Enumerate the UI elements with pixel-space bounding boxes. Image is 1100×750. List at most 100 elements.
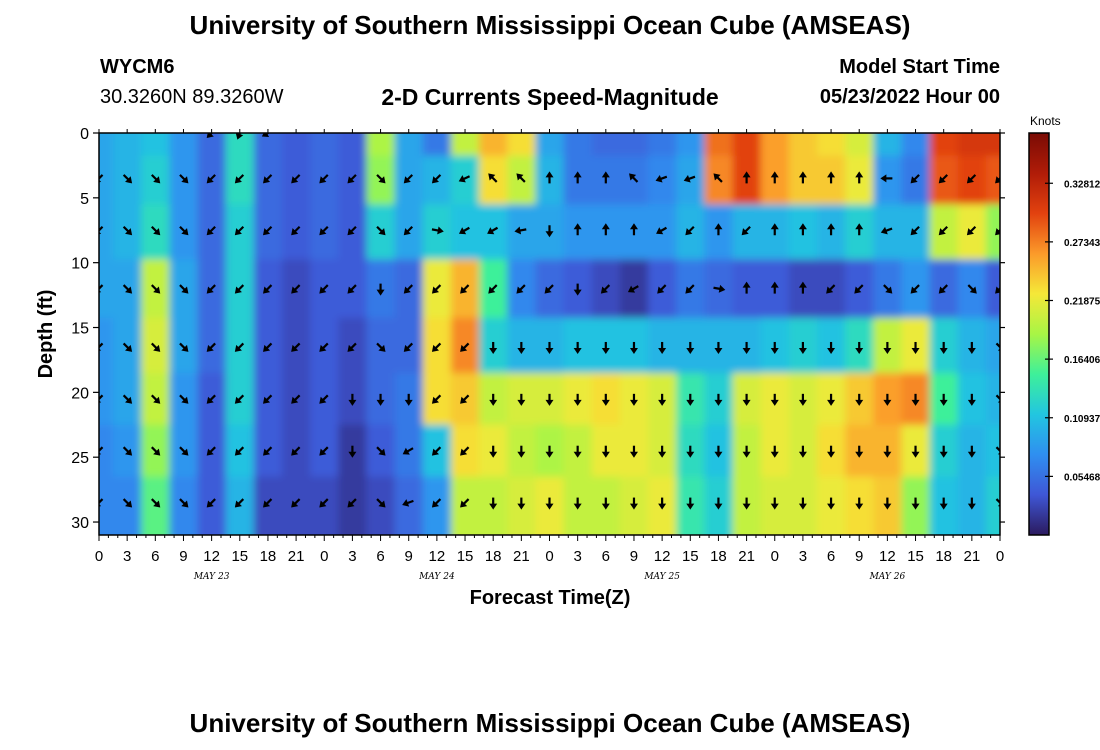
current-arrow	[855, 393, 864, 406]
heatmap-cell	[788, 133, 818, 157]
current-arrow	[376, 446, 386, 456]
current-arrow	[883, 393, 892, 406]
x-tick-label: 6	[376, 548, 384, 565]
current-arrow	[234, 498, 245, 508]
current-arrow	[967, 497, 976, 510]
current-arrow	[995, 174, 1000, 184]
current-arrow	[798, 281, 807, 294]
heatmap-cell	[873, 155, 903, 205]
current-arrow	[122, 446, 133, 456]
current-arrow	[150, 342, 161, 352]
current-arrow	[939, 497, 948, 510]
current-arrow	[714, 445, 723, 458]
current-arrow	[206, 284, 216, 294]
heatmap-cell	[338, 133, 368, 157]
current-arrow	[460, 446, 470, 456]
current-arrow	[911, 497, 920, 510]
current-arrow	[770, 445, 779, 458]
heatmap-cell	[450, 155, 480, 205]
current-arrow	[291, 342, 301, 352]
current-arrow	[206, 225, 216, 236]
heatmap-cell	[760, 133, 790, 157]
current-arrow	[658, 445, 667, 458]
current-arrow	[376, 342, 386, 352]
x-tick-label: 18	[260, 548, 277, 565]
current-arrow	[206, 446, 216, 456]
chart-subtitle: 2-D Currents Speed-Magnitude	[381, 84, 719, 110]
y-axis-label: Depth (ft)	[35, 290, 57, 379]
heatmap-cell	[704, 133, 734, 157]
current-arrow	[319, 284, 329, 294]
heatmap-cell	[394, 476, 424, 535]
current-arrow	[910, 225, 920, 236]
current-arrow	[488, 173, 498, 183]
current-arrow	[629, 341, 638, 354]
current-arrow	[544, 284, 554, 294]
current-arrow	[488, 284, 498, 294]
heatmap-cell	[99, 476, 114, 535]
heatmap-cell	[985, 204, 1000, 261]
heatmap-cell	[99, 372, 114, 426]
current-arrow	[714, 223, 723, 236]
current-arrow	[770, 171, 779, 184]
heatmap-cell	[99, 133, 114, 157]
current-arrow	[827, 341, 836, 354]
current-arrow	[376, 393, 385, 406]
current-arrow	[798, 445, 807, 458]
heatmap-cell	[99, 317, 114, 374]
current-arrow	[798, 223, 807, 236]
current-arrow	[431, 174, 442, 184]
current-arrow	[826, 284, 836, 294]
colorbar-tick-label: 0.05468	[1064, 472, 1100, 483]
x-tick-label: 0	[771, 548, 779, 565]
current-arrow	[291, 284, 301, 294]
current-arrow	[262, 225, 273, 236]
current-arrow	[910, 284, 920, 294]
x-tick-label: 15	[907, 548, 924, 565]
current-arrow	[235, 133, 244, 140]
current-arrow	[938, 284, 949, 294]
current-arrow	[798, 171, 807, 184]
current-arrow	[883, 445, 892, 458]
current-arrow	[770, 223, 779, 236]
heatmap-cell	[648, 155, 677, 205]
current-arrow	[458, 175, 471, 183]
x-tick-label: 12	[203, 548, 220, 565]
current-arrow	[629, 173, 639, 183]
current-arrow	[122, 225, 133, 236]
heatmap-cell	[929, 133, 959, 157]
current-arrow	[347, 342, 357, 352]
current-arrow	[122, 394, 133, 404]
heatmap-cell	[450, 133, 480, 157]
current-arrow	[122, 174, 133, 184]
current-arrow	[319, 446, 329, 456]
current-arrow	[376, 498, 386, 508]
current-arrow	[854, 284, 864, 294]
current-arrow	[742, 281, 751, 294]
current-arrow	[150, 446, 161, 456]
x-tick-label: 0	[545, 548, 553, 565]
current-arrow	[938, 225, 949, 236]
heatmap-cell	[563, 133, 593, 157]
current-arrow	[431, 498, 442, 508]
current-arrow	[489, 393, 498, 406]
heatmap-cell	[873, 133, 903, 157]
current-arrow	[517, 341, 526, 354]
current-arrow	[770, 341, 779, 354]
heatmap-cell	[985, 372, 1000, 426]
heatmap-cell	[479, 155, 508, 205]
heatmap-cell	[197, 133, 227, 157]
heatmap-cell	[113, 317, 142, 374]
current-arrow	[742, 445, 751, 458]
current-arrow	[376, 225, 386, 236]
current-arrow	[122, 498, 133, 508]
current-arrow	[686, 445, 695, 458]
current-arrow	[883, 497, 892, 510]
x-tick-label: 9	[179, 548, 187, 565]
current-arrow	[291, 174, 301, 184]
current-arrow	[827, 223, 836, 236]
heatmap-cell	[282, 133, 311, 157]
y-tick-label: 5	[80, 191, 89, 208]
current-arrow	[601, 223, 610, 236]
x-tick-label: 0	[996, 548, 1004, 565]
